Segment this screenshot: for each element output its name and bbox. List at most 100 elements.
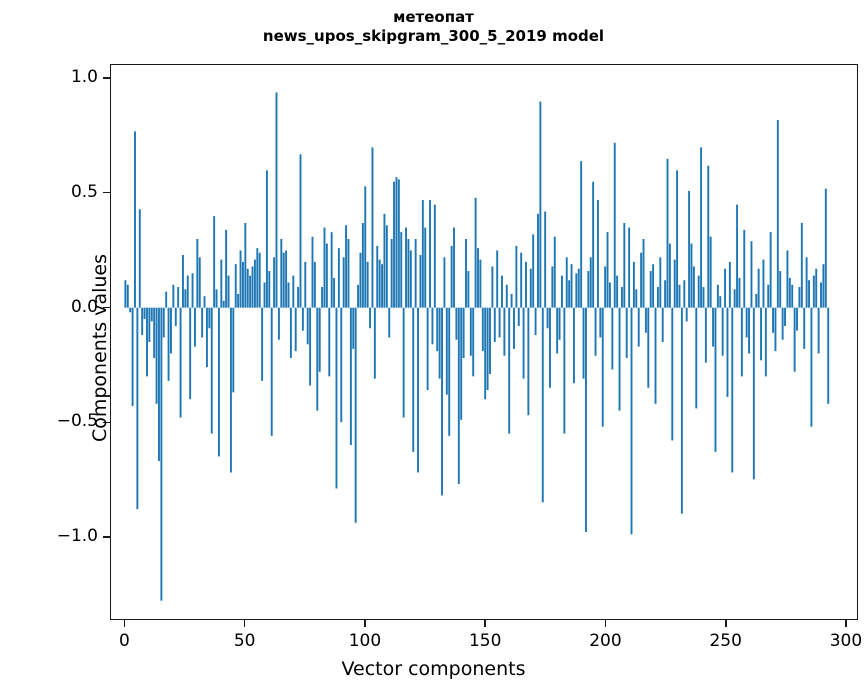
- bar: [126, 284, 129, 308]
- bar: [755, 293, 758, 308]
- bar: [800, 222, 803, 308]
- y-tick-label: 0.5: [70, 181, 98, 202]
- bar: [752, 307, 755, 480]
- bar: [707, 165, 710, 308]
- bar: [273, 257, 276, 308]
- bar: [177, 287, 180, 308]
- bar: [376, 245, 379, 308]
- bar: [553, 236, 556, 308]
- bar: [760, 307, 763, 361]
- bar: [736, 204, 739, 308]
- bar: [453, 227, 455, 308]
- bar: [680, 307, 683, 514]
- x-tick-mark: [724, 620, 727, 627]
- x-tick-label: 50: [233, 631, 256, 651]
- bar: [342, 257, 345, 308]
- bar: [263, 282, 266, 308]
- bar: [203, 296, 206, 308]
- bar: [517, 307, 520, 326]
- x-tick-label: 100: [348, 631, 382, 651]
- bar: [258, 252, 261, 308]
- bar: [719, 296, 722, 308]
- bar: [141, 307, 144, 336]
- bar: [239, 250, 242, 308]
- x-tick-mark: [484, 620, 486, 627]
- bar: [477, 248, 479, 308]
- bar: [666, 158, 669, 308]
- bar: [618, 307, 621, 411]
- bar: [539, 101, 542, 308]
- bar: [196, 238, 199, 308]
- y-tick-mark: [103, 191, 110, 194]
- bar: [249, 275, 252, 308]
- bar: [745, 307, 748, 338]
- bar: [549, 307, 551, 388]
- bar: [253, 259, 256, 308]
- bar: [436, 307, 439, 352]
- bar: [721, 307, 724, 356]
- bar: [491, 266, 494, 308]
- bar: [181, 255, 184, 308]
- bar: [460, 307, 463, 420]
- bar: [232, 307, 235, 393]
- x-tick-mark: [604, 620, 607, 627]
- bar: [822, 264, 825, 308]
- bar: [246, 268, 249, 308]
- x-tick-label: 300: [829, 631, 863, 651]
- bar: [429, 200, 431, 308]
- bar: [815, 268, 818, 308]
- bar: [584, 307, 587, 533]
- bar: [683, 280, 686, 308]
- bar: [613, 142, 616, 308]
- bar: [630, 307, 633, 535]
- bar: [587, 271, 590, 308]
- x-tick-label: 150: [468, 631, 502, 651]
- bar: [685, 307, 688, 322]
- bar: [419, 255, 422, 308]
- bar: [513, 307, 515, 349]
- bar: [455, 307, 458, 340]
- bar: [395, 177, 398, 308]
- bar: [520, 252, 523, 308]
- bar: [695, 307, 698, 409]
- bar: [438, 307, 441, 379]
- bar: [426, 307, 429, 391]
- bar: [820, 282, 822, 308]
- x-tick-mark: [123, 620, 126, 627]
- bar: [827, 307, 830, 404]
- bar: [155, 307, 158, 404]
- bar: [472, 307, 475, 377]
- bar: [292, 275, 295, 308]
- bar: [544, 211, 547, 308]
- bar: [668, 243, 671, 308]
- x-axis-label: Vector components: [341, 658, 526, 680]
- bar: [508, 307, 511, 434]
- chart-title-word: метеопат: [393, 8, 474, 26]
- bar: [357, 284, 360, 308]
- bar: [222, 300, 225, 308]
- bar: [764, 307, 767, 377]
- bar: [136, 307, 139, 510]
- bar: [445, 307, 448, 395]
- bar: [400, 232, 403, 308]
- bar: [592, 181, 595, 308]
- bar: [769, 232, 772, 308]
- bar: [700, 147, 703, 308]
- bar: [172, 284, 175, 308]
- bar: [208, 307, 211, 329]
- bar: [153, 307, 156, 359]
- y-tick-label: −1.0: [56, 526, 98, 547]
- bar: [217, 307, 220, 457]
- bar: [798, 287, 801, 308]
- bar: [750, 241, 753, 308]
- bar: [198, 257, 201, 308]
- bar: [441, 307, 443, 496]
- bar: [225, 229, 228, 308]
- bar: [728, 261, 731, 308]
- bar: [817, 307, 820, 354]
- bar: [414, 238, 417, 308]
- bar: [712, 307, 715, 347]
- bar: [525, 261, 527, 308]
- bar: [788, 277, 791, 308]
- bar: [424, 227, 427, 308]
